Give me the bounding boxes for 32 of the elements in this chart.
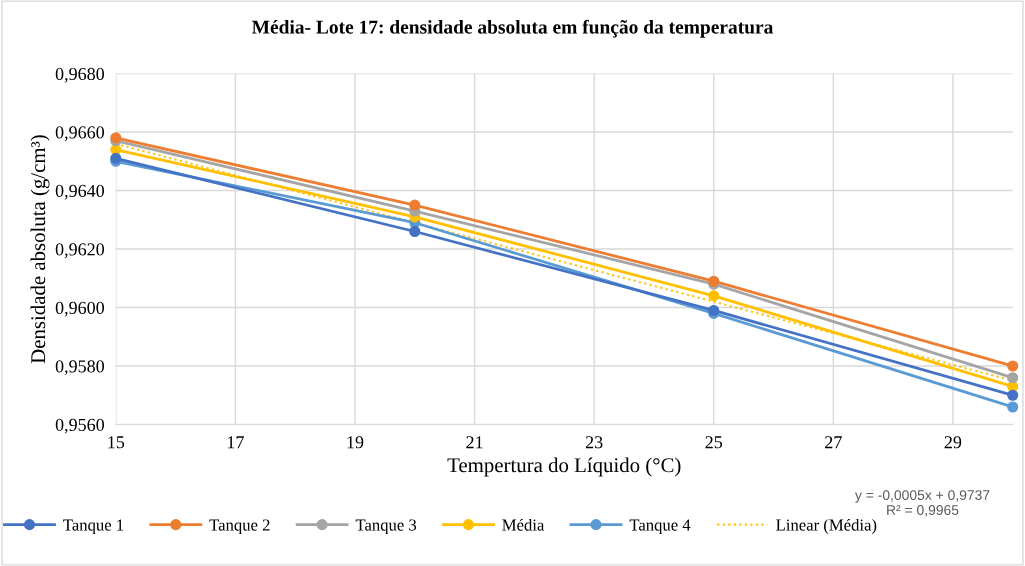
y-tick-label: 0,9680 [55,67,105,83]
point [708,290,720,302]
x-tick-label: 29 [944,436,962,449]
chart-title: Média- Lote 17: densidade absoluta em função da temperatura [251,19,774,38]
x-tick-label: 15 [108,436,125,449]
legend-label: Tanque 2 [209,519,270,535]
y-tick-label: 0,9600 [55,301,105,317]
x-tick-label: 21 [466,436,483,449]
y-tick-label: 0,9580 [55,360,105,376]
y-axis-title: Densidade absoluta (g/cm³) [30,135,50,364]
x-axis-title: Tempertura do Líquido (°C) [447,457,681,477]
x-tick-label: 25 [705,436,723,449]
point [1007,372,1019,384]
legend-label: Linear (Média) [776,518,877,535]
legend-label: Tanque 1 [63,519,124,535]
legend-label: Média [502,518,545,531]
x-tick-label: 27 [825,436,842,449]
y-tick-label: 0,9660 [55,126,105,142]
y-tick-label: 0,9620 [55,243,105,259]
point [1007,360,1019,372]
x-tick-label: 17 [227,436,244,449]
legend-label: Tanque 3 [355,519,417,535]
point [1007,389,1019,401]
x-tick-label: 23 [585,436,603,449]
point [409,225,421,238]
point [1007,401,1019,413]
x-tick-label: 19 [347,436,364,449]
legend-label: Tanque 4 [629,519,691,535]
point [409,199,421,211]
y-tick-label: 0,9560 [55,418,105,434]
y-tick-label: 0,9640 [55,184,105,200]
text: y = -0,0005x + 0,9737 R² = 0,9965 [854,490,990,517]
